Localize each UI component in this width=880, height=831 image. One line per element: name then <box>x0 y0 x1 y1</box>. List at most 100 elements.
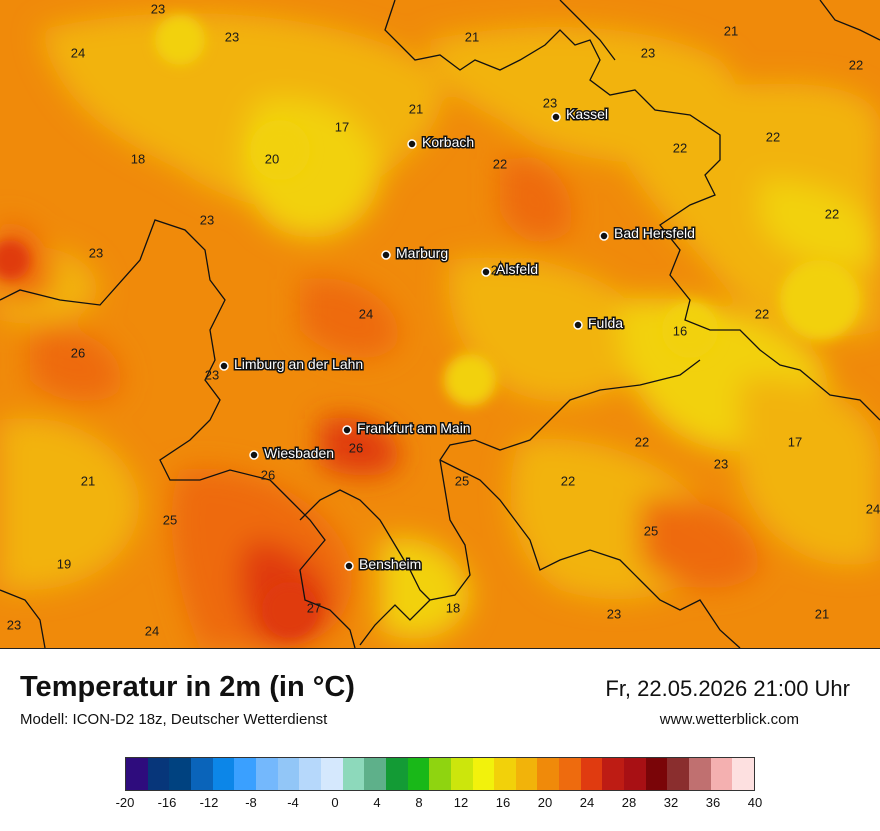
legend-tick-label: -20 <box>115 795 135 810</box>
city-dot-icon <box>344 561 354 571</box>
temp-label: 26 <box>261 467 275 482</box>
temp-label: 22 <box>825 206 839 221</box>
city-alsfeld[interactable]: Alsfeld <box>481 260 540 279</box>
legend-tick-label: 0 <box>331 795 339 810</box>
legend-tick-label: 32 <box>663 795 679 810</box>
legend-swatch <box>407 758 430 790</box>
temp-label: 23 <box>714 456 728 471</box>
legend-swatch <box>429 758 451 790</box>
legend-swatch <box>277 758 300 790</box>
temperature-map: 23 24 23 21 23 21 22 21 23 17 18 20 22 2… <box>0 0 880 648</box>
temp-label: 21 <box>465 29 479 44</box>
temp-label: 23 <box>151 1 165 16</box>
temp-label: 22 <box>673 140 687 155</box>
legend-swatch <box>147 758 170 790</box>
temp-label: 23 <box>607 606 621 621</box>
legend-swatch <box>645 758 668 790</box>
city-wiesbaden[interactable]: Wiesbaden <box>249 444 336 463</box>
legend-swatch <box>190 758 213 790</box>
city-label: Marburg <box>396 245 448 261</box>
temp-label: 17 <box>335 119 349 134</box>
city-label: Bensheim <box>359 556 421 572</box>
legend-swatch <box>710 758 733 790</box>
temp-label: 25 <box>163 512 177 527</box>
temperature-zones <box>0 13 880 648</box>
temp-label: 24 <box>866 501 880 516</box>
city-dot-icon <box>381 250 391 260</box>
legend-swatch <box>689 758 711 790</box>
temp-label: 24 <box>359 306 373 321</box>
map-footer: Temperatur in 2m (in °C) Modell: ICON-D2… <box>0 648 880 831</box>
temp-label: 24 <box>71 45 85 60</box>
city-bad-hersfeld[interactable]: Bad Hersfeld <box>599 224 696 243</box>
legend-swatch <box>234 758 256 790</box>
temp-label: 20 <box>265 151 279 166</box>
legend-swatch <box>494 758 516 790</box>
city-bensheim[interactable]: Bensheim <box>344 555 423 574</box>
legend-tick-label: 24 <box>579 795 595 810</box>
temp-label: 23 <box>225 29 239 44</box>
city-label: Kassel <box>566 106 608 122</box>
legend-swatch <box>320 758 343 790</box>
temp-label: 21 <box>815 606 829 621</box>
temp-label: 23 <box>205 367 219 382</box>
legend-tick-label: -16 <box>157 795 177 810</box>
legend-tick-label: 20 <box>537 795 553 810</box>
legend-swatch <box>169 758 191 790</box>
legend-swatch <box>537 758 560 790</box>
temp-label: 22 <box>766 129 780 144</box>
city-dot-icon <box>599 231 609 241</box>
temp-label: 24 <box>145 623 159 638</box>
city-marburg[interactable]: Marburg <box>381 244 450 263</box>
legend-swatch <box>624 758 646 790</box>
forecast-datetime: Fr, 22.05.2026 21:00 Uhr <box>605 676 850 701</box>
city-label: Fulda <box>588 315 623 331</box>
city-korbach[interactable]: Korbach <box>407 133 476 152</box>
city-limburg[interactable]: Limburg an der Lahn <box>219 355 365 374</box>
legend-swatch <box>732 758 755 790</box>
temp-label: 18 <box>131 151 145 166</box>
city-label: Alsfeld <box>496 261 538 277</box>
city-dot-icon <box>342 425 352 435</box>
map-title: Temperatur in 2m (in °C) <box>20 671 355 703</box>
temp-label: 17 <box>788 434 802 449</box>
temp-label: 22 <box>493 156 507 171</box>
temp-label: 23 <box>200 212 214 227</box>
city-frankfurt[interactable]: Frankfurt am Main <box>342 419 472 438</box>
website-link[interactable]: www.wetterblick.com <box>659 711 799 728</box>
city-dot-icon <box>573 320 583 330</box>
legend-tick-label: 40 <box>747 795 763 810</box>
city-dot-icon <box>407 139 417 149</box>
city-markers: Kassel Korbach Bad Hersfeld Marburg Alsf… <box>219 105 696 574</box>
temp-label: 25 <box>455 473 469 488</box>
temp-label: 16 <box>673 323 687 338</box>
temp-label: 25 <box>644 523 658 538</box>
state-border <box>0 0 880 648</box>
city-label: Limburg an der Lahn <box>234 356 363 372</box>
legend-tick-label: -8 <box>245 795 257 810</box>
temp-label: 19 <box>57 556 71 571</box>
temp-label: 23 <box>89 245 103 260</box>
temp-label: 21 <box>81 473 95 488</box>
legend-swatch <box>580 758 603 790</box>
temperature-detail <box>0 15 860 638</box>
legend-swatch <box>299 758 321 790</box>
map-canvas: 23 24 23 21 23 21 22 21 23 17 18 20 22 2… <box>0 0 880 648</box>
city-label: Frankfurt am Main <box>357 420 471 436</box>
legend-tick-label: 16 <box>495 795 511 810</box>
city-label: Wiesbaden <box>264 445 334 461</box>
temp-label: 21 <box>724 23 738 38</box>
legend-tick-label: 8 <box>415 795 423 810</box>
temp-label: 22 <box>561 473 575 488</box>
temp-label: 21 <box>491 262 505 277</box>
legend-swatch <box>255 758 278 790</box>
legend-swatch <box>342 758 365 790</box>
city-dot-icon <box>249 450 259 460</box>
city-fulda[interactable]: Fulda <box>573 314 625 333</box>
city-dot-icon <box>551 112 561 122</box>
city-kassel[interactable]: Kassel <box>551 105 610 124</box>
temp-label: 23 <box>641 45 655 60</box>
legend-tick-label: 28 <box>621 795 637 810</box>
temp-label: 23 <box>7 617 21 632</box>
legend-swatch <box>602 758 625 790</box>
